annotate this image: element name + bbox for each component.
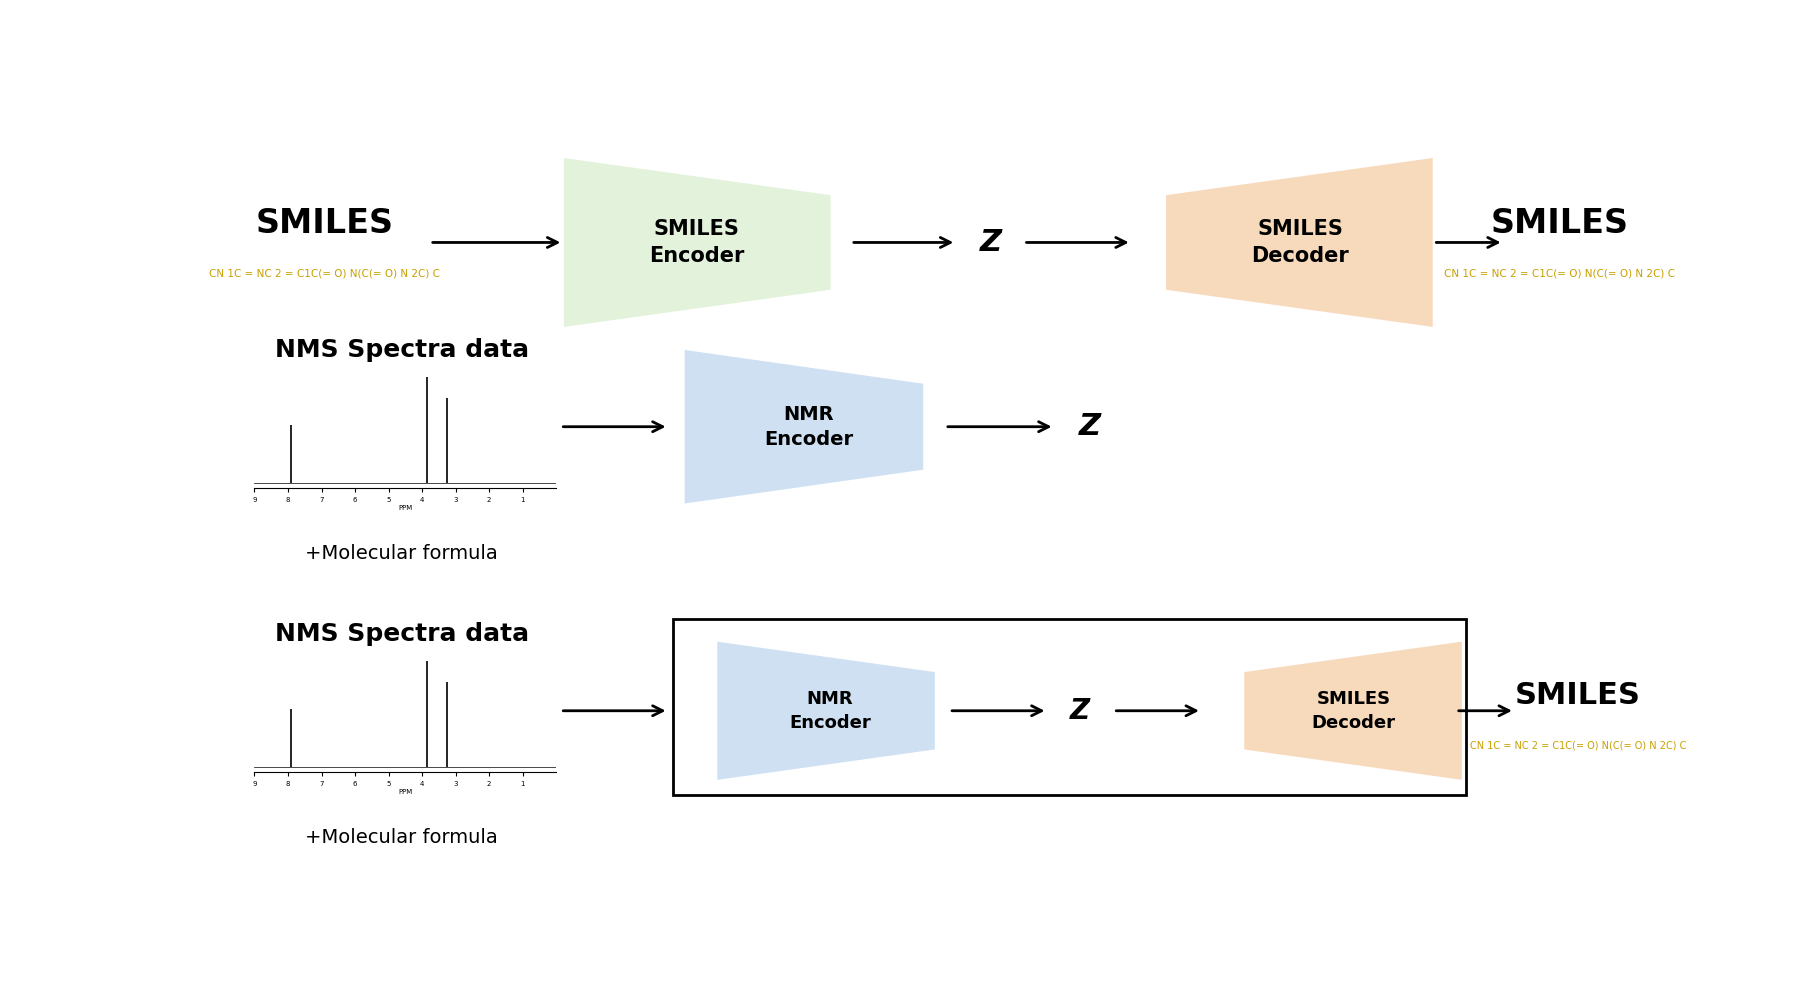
Text: CN 1C = NC 2 = C1C(= O) N(C(= O) N 2C) C: CN 1C = NC 2 = C1C(= O) N(C(= O) N 2C) C [1443, 268, 1675, 278]
Polygon shape [563, 159, 831, 327]
Text: CN 1C = NC 2 = C1C(= O) N(C(= O) N 2C) C: CN 1C = NC 2 = C1C(= O) N(C(= O) N 2C) C [1471, 741, 1686, 751]
Text: +Molecular formula: +Molecular formula [306, 828, 498, 846]
Text: SMILES
Decoder: SMILES Decoder [1251, 219, 1349, 265]
Text: NMR
Encoder: NMR Encoder [764, 405, 853, 449]
Polygon shape [1244, 642, 1461, 780]
Text: NMS Spectra data: NMS Spectra data [275, 622, 529, 646]
Polygon shape [1166, 159, 1433, 327]
Text: +Molecular formula: +Molecular formula [306, 544, 498, 563]
Bar [672, 618, 1465, 796]
Text: NMR
Encoder: NMR Encoder [790, 690, 871, 732]
Text: CN 1C = NC 2 = C1C(= O) N(C(= O) N 2C) C: CN 1C = NC 2 = C1C(= O) N(C(= O) N 2C) C [208, 268, 440, 278]
Text: SMILES
Encoder: SMILES Encoder [648, 219, 744, 265]
Text: SMILES: SMILES [1516, 681, 1641, 710]
Text: SMILES: SMILES [255, 206, 393, 239]
Text: Z: Z [1070, 697, 1090, 725]
Text: Z: Z [1079, 412, 1101, 442]
Text: SMILES
Decoder: SMILES Decoder [1311, 690, 1396, 732]
Text: SMILES: SMILES [1490, 206, 1628, 239]
Text: NMS Spectra data: NMS Spectra data [275, 338, 529, 362]
Polygon shape [717, 642, 934, 780]
Polygon shape [685, 350, 924, 503]
Text: Z: Z [980, 228, 1001, 257]
